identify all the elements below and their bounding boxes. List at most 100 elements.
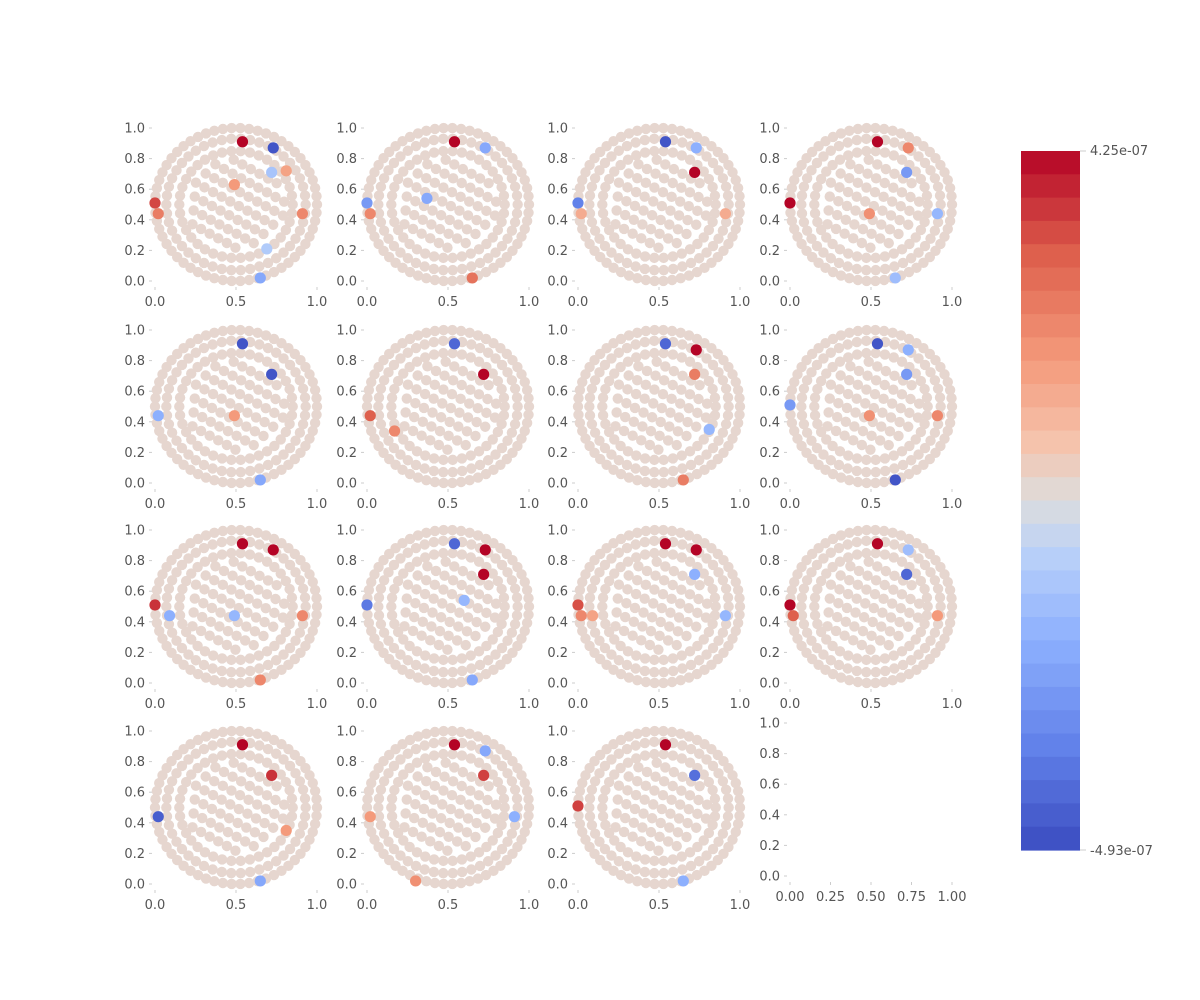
sensor-dot	[216, 794, 227, 805]
sensor-dot	[166, 575, 178, 586]
sensor-dot	[464, 728, 475, 739]
sensor-dot	[825, 379, 837, 390]
sensor-dot	[438, 145, 449, 157]
sensor-dot	[651, 757, 662, 768]
sensor-dot	[395, 649, 406, 660]
sensor-dot	[280, 626, 292, 638]
sensor-dot	[672, 827, 684, 838]
sensor-dot	[676, 450, 687, 461]
sensor-dot	[213, 233, 224, 244]
sensor-dot	[421, 327, 432, 338]
sensor-dot	[685, 659, 697, 671]
sensor-dot	[637, 219, 648, 230]
sensor-dot	[632, 374, 643, 386]
sensor-dot	[523, 802, 535, 813]
sensor-dot	[811, 240, 823, 252]
sensor-dot	[681, 228, 692, 240]
sensor-dot	[404, 468, 416, 480]
sensor-dot	[512, 802, 523, 813]
sensor-dot	[707, 240, 719, 252]
sensor-dot	[433, 237, 445, 249]
sensor-dot	[482, 347, 494, 358]
sensor-dot	[400, 407, 411, 418]
sensor-dot	[639, 393, 650, 404]
sensor-dot	[217, 525, 229, 537]
sensor-dot	[667, 349, 679, 360]
sensor-dot	[466, 137, 477, 148]
sensor-dot	[253, 182, 264, 193]
sensor-dot	[150, 794, 161, 805]
sensor-dot	[395, 449, 406, 460]
sensor-dot	[270, 593, 281, 605]
sensor-dot	[502, 165, 513, 176]
sensor-dot	[362, 609, 373, 620]
sensor-dot	[419, 339, 430, 350]
sensor-dot	[929, 427, 941, 438]
sensor-dot	[589, 627, 601, 638]
sensor-dot	[713, 635, 724, 646]
sensor-dot	[270, 191, 281, 203]
sensor-dot	[375, 583, 387, 594]
sensor-dot	[363, 384, 375, 396]
sensor-dot	[496, 418, 507, 430]
sensor-dot	[730, 223, 741, 235]
sensor-dot	[628, 214, 639, 225]
sensor-dot	[809, 401, 820, 412]
highlight-dot	[254, 474, 266, 486]
y-tick-label: 0.2	[759, 839, 780, 854]
sensor-dot	[176, 157, 188, 169]
sensor-dot	[299, 811, 311, 822]
sensor-dot	[437, 398, 448, 409]
sensor-dot	[404, 266, 416, 278]
sensor-dot	[410, 140, 422, 152]
sensor-dot	[623, 168, 634, 179]
sensor-dot	[693, 655, 705, 666]
sensor-dot	[375, 419, 387, 430]
sensor-dot	[412, 771, 423, 782]
sensor-dot	[880, 163, 892, 175]
sensor-dot	[251, 598, 263, 609]
sensor-dot	[876, 219, 887, 230]
sensor-dot	[410, 860, 422, 872]
sensor-dot	[259, 416, 270, 428]
sensor-dot	[209, 327, 220, 338]
sensor-dot	[915, 626, 927, 638]
sensor-dot	[676, 182, 687, 193]
sensor-dot	[843, 352, 854, 363]
sensor-dot	[649, 654, 660, 666]
sensor-dot	[307, 625, 318, 637]
sensor-dot	[806, 567, 817, 578]
sensor-dot	[449, 561, 460, 572]
sensor-dot	[666, 123, 678, 135]
sensor-dot	[275, 769, 286, 780]
sensor-dot	[824, 393, 835, 404]
sensor-dot	[912, 210, 924, 221]
sensor-dot	[260, 804, 271, 815]
highlight-dot	[787, 610, 799, 622]
y-tick-label: 0.2	[336, 446, 357, 461]
sensor-dot	[465, 552, 476, 563]
sensor-dot	[253, 851, 264, 862]
sensor-dot	[183, 151, 194, 162]
sensor-dot	[852, 476, 864, 488]
sensor-dot	[615, 361, 626, 373]
sensor-dot	[861, 547, 872, 559]
sensor-dot	[366, 174, 377, 186]
sensor-dot	[437, 598, 448, 609]
sensor-dot	[290, 836, 301, 847]
sensor-dot	[411, 757, 423, 768]
sensor-dot	[851, 549, 863, 560]
sensor-dot	[684, 446, 696, 457]
y-tick-label: 0.2	[124, 847, 145, 862]
sensor-dot	[841, 402, 853, 414]
sensor-dot	[216, 854, 228, 865]
sensor-dot	[192, 159, 203, 171]
sensor-dot	[897, 659, 909, 671]
sensor-dot	[703, 375, 715, 387]
sensor-dot	[262, 575, 274, 586]
sensor-dot	[521, 215, 533, 227]
sensor-dot	[230, 242, 241, 253]
highlight-dot	[361, 599, 373, 611]
sensor-dot	[878, 191, 889, 203]
sensor-dot	[221, 439, 233, 451]
